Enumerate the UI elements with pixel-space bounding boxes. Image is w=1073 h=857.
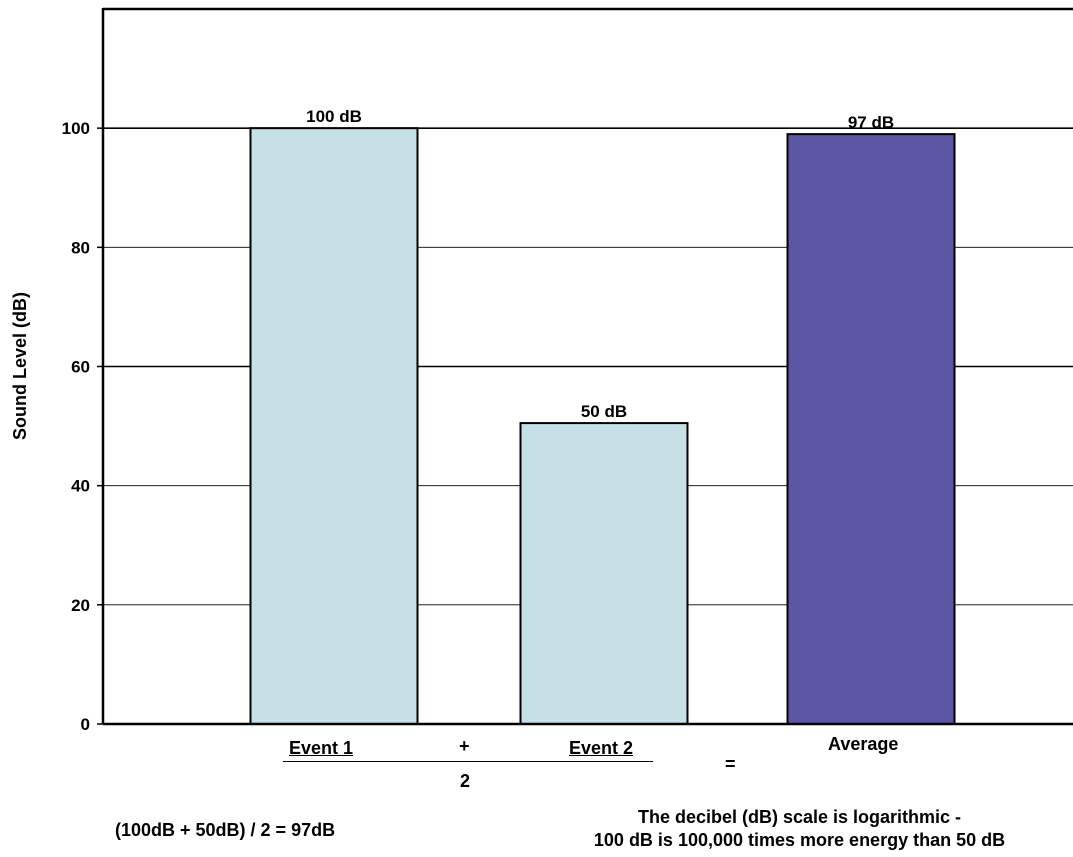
y-tick-label: 100 <box>62 119 90 138</box>
note-line-2: 100 dB is 100,000 times more energy than… <box>593 830 1006 850</box>
category-label-event-2: Event 2 <box>569 738 634 758</box>
equation-text: (100dB + 50dB) / 2 = 97dB <box>115 820 336 840</box>
bar-event-2 <box>519 422 689 725</box>
category-label-event-1: Event 1 <box>289 738 354 758</box>
data-labels: 100 dB 50 dB 97 dB <box>306 107 894 421</box>
y-tick-label: 60 <box>71 358 90 377</box>
y-tick-label: 20 <box>71 596 90 615</box>
plus-sign: + <box>459 736 470 756</box>
equals-sign: = <box>725 754 736 774</box>
data-label: 50 dB <box>581 402 627 421</box>
y-tick-label: 40 <box>71 477 90 496</box>
category-label-average: Average <box>828 734 899 754</box>
y-tick-label: 0 <box>81 715 90 734</box>
data-label: 97 dB <box>848 113 894 132</box>
y-tick-labels: 0 20 40 60 80 100 <box>62 119 103 734</box>
fraction-bar <box>283 761 653 762</box>
note-line-1: The decibel (dB) scale is logarithmic - <box>637 807 962 827</box>
bars <box>249 127 956 725</box>
bar-event-1 <box>249 127 419 725</box>
logarithmic-note: The decibel (dB) scale is logarithmic - … <box>526 806 1073 852</box>
bar-average <box>786 133 956 725</box>
divisor-label: 2 <box>460 771 471 791</box>
y-tick-label: 80 <box>71 238 90 257</box>
data-label: 100 dB <box>306 107 362 126</box>
y-axis-title: Sound Level (dB) <box>10 292 30 440</box>
